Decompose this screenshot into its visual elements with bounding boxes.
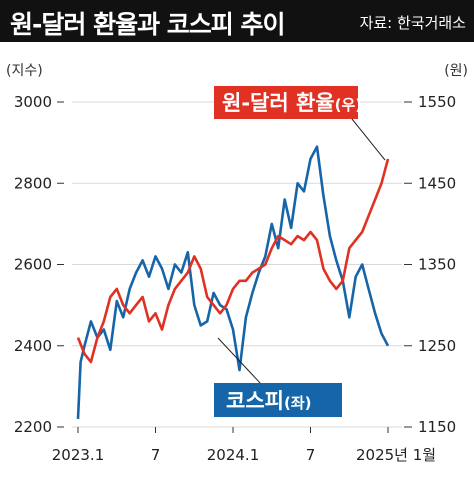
right-axis-unit: (원) — [444, 63, 468, 79]
y-left-tick-label: 3000 — [14, 93, 52, 111]
source-note: 자료: 한국거래소 — [359, 14, 466, 32]
chart-title: 원-달러 환율과 코스피 추이 — [10, 10, 285, 39]
legend-kospi-label: 코스피(좌) — [226, 389, 311, 413]
y-right-tick-label: 1350 — [418, 256, 456, 274]
y-right-tick-label: 1450 — [418, 174, 456, 192]
left-axis-unit: (지수) — [6, 63, 43, 79]
y-right-tick-label: 1550 — [418, 93, 456, 111]
legend-kospi-pointer — [217, 337, 263, 386]
exchange-rate-line — [76, 158, 390, 364]
y-right-tick-label: 1250 — [418, 337, 456, 355]
x-tick-label: 7 — [306, 446, 316, 464]
y-left-tick-label: 2200 — [14, 418, 52, 436]
grid-layer — [72, 101, 402, 428]
legend-exchange-rate-pointer — [351, 118, 386, 161]
legend-kospi-box — [214, 383, 342, 417]
title-bar: 원-달러 환율과 코스피 추이 자료: 한국거래소 — [0, 0, 474, 42]
y-left-tick-label: 2800 — [14, 174, 52, 192]
x-tick-label: 2025년 1월 — [356, 446, 436, 464]
legend-exchange-rate-box — [214, 86, 358, 119]
kospi-line — [76, 145, 390, 419]
legend-exchange-rate: 원-달러 환율(우) — [214, 86, 386, 161]
y-left-tick-label: 2400 — [14, 337, 52, 355]
x-tick-label: 7 — [151, 446, 161, 464]
legend-exchange-rate-label: 원-달러 환율(우) — [222, 91, 362, 115]
x-tick-label: 2023.1 — [52, 446, 105, 464]
legend-kospi: 코스피(좌) — [214, 337, 342, 417]
y-left-tick-label: 2600 — [14, 256, 52, 274]
series-layer — [76, 145, 390, 419]
y-right-tick-label: 1150 — [418, 418, 456, 436]
x-tick-label: 2024.1 — [207, 446, 260, 464]
axis-layer: 2200 2400 2600 2800 3000 1150 1250 1350 1450 1550… — [14, 93, 456, 464]
